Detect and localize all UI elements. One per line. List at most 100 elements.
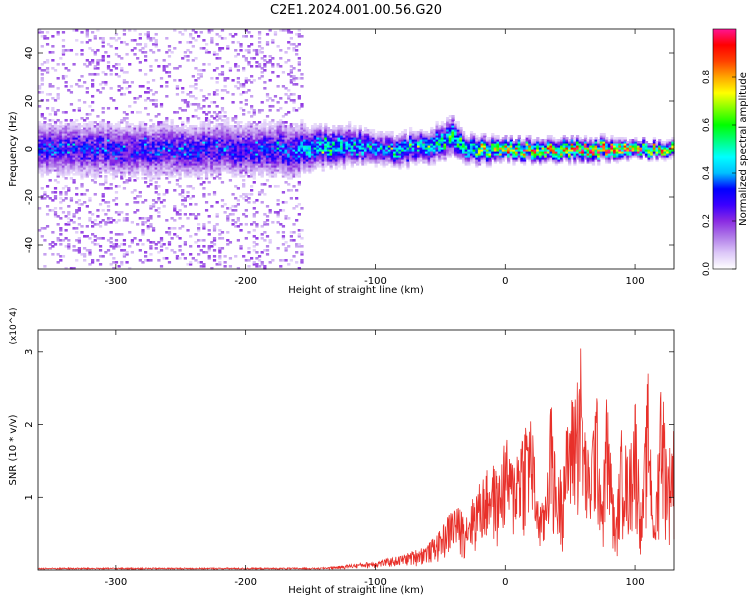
heat-cell (257, 77, 262, 80)
heat-cell (178, 133, 182, 136)
heat-cell (128, 135, 132, 138)
heat-cell (45, 167, 50, 170)
heat-cell (130, 173, 134, 176)
heat-cell (112, 247, 116, 250)
heat-cell (117, 165, 121, 168)
heat-cell (197, 143, 201, 146)
heat-cell (146, 185, 150, 188)
heat-cell (348, 121, 352, 124)
heat-cell (268, 125, 272, 128)
heat-cell (303, 141, 307, 144)
heat-cell (167, 157, 172, 160)
heat-cell (194, 143, 198, 146)
heat-cell (411, 137, 415, 140)
heat-cell (234, 157, 238, 160)
heat-cell (297, 107, 301, 110)
heat-cell (112, 219, 116, 222)
heat-cell (379, 147, 384, 150)
heat-cell (56, 133, 60, 136)
heat-cell (130, 167, 134, 170)
heat-cell (263, 167, 267, 170)
heat-cell (385, 149, 389, 152)
heat-cell (109, 139, 113, 142)
heat-cell (303, 169, 307, 172)
heat-cell (159, 157, 164, 160)
heat-cell (220, 129, 225, 132)
heat-cell (244, 147, 248, 150)
heat-cell (157, 251, 161, 254)
heat-cell (239, 153, 243, 156)
heat-cell (40, 35, 44, 38)
heat-cell (106, 169, 111, 172)
heat-cell (133, 163, 137, 166)
heat-cell (295, 49, 299, 52)
heat-cell (377, 135, 381, 138)
heat-cell (61, 149, 66, 152)
heat-cell (77, 107, 81, 110)
heat-cell (151, 37, 156, 40)
heat-cell (247, 157, 251, 160)
heat-cell (242, 137, 246, 140)
heat-cell (287, 165, 291, 168)
heat-cell (77, 109, 81, 112)
heat-cell (194, 215, 198, 218)
heat-cell (133, 169, 137, 172)
heat-cell (178, 149, 182, 152)
heat-cell (324, 153, 328, 156)
heat-cell (419, 145, 423, 148)
heat-cell (181, 253, 185, 256)
heat-cell (59, 169, 63, 172)
heat-cell (141, 151, 145, 154)
heat-cell (175, 135, 180, 138)
heat-cell (204, 135, 209, 138)
heat-cell (157, 153, 161, 156)
heat-cell (427, 161, 431, 164)
heat-cell (295, 153, 299, 156)
heat-cell (159, 265, 164, 268)
heat-cell (91, 85, 95, 88)
heat-cell (51, 35, 55, 38)
heat-cell (178, 213, 182, 216)
heat-cell (51, 59, 55, 62)
heat-cell (228, 135, 233, 138)
heat-cell (247, 123, 251, 126)
heat-cell (220, 71, 225, 74)
heat-cell (67, 125, 71, 128)
heat-cell (403, 141, 407, 144)
heat-cell (414, 159, 418, 162)
heat-cell (204, 161, 209, 164)
heat-cell (88, 147, 92, 150)
heat-cell (165, 85, 169, 88)
heat-cell (88, 133, 92, 136)
heat-cell (393, 143, 397, 146)
heat-cell (260, 137, 264, 140)
heat-cell (326, 131, 331, 134)
heat-cell (157, 127, 161, 130)
heat-cell (149, 157, 153, 160)
heat-cell (416, 153, 421, 156)
heat-cell (313, 155, 317, 158)
heat-cell (260, 47, 264, 50)
heat-cell (114, 245, 119, 248)
heat-cell (358, 139, 362, 142)
heat-cell (403, 163, 407, 166)
heat-cell (138, 147, 142, 150)
heat-cell (130, 131, 134, 134)
heat-cell (93, 173, 97, 176)
heat-cell (324, 137, 328, 140)
heat-cell (350, 165, 354, 168)
heat-cell (308, 149, 312, 152)
heat-cell (244, 29, 248, 32)
heat-cell (98, 151, 103, 154)
heat-cell (98, 175, 103, 178)
heat-cell (77, 123, 81, 126)
heat-cell (133, 237, 137, 240)
heat-cell (51, 129, 55, 132)
heat-cell (265, 155, 270, 158)
heat-cell (146, 137, 150, 140)
heat-cell (144, 73, 148, 76)
heat-cell (231, 117, 235, 120)
heat-cell (300, 123, 304, 126)
heat-cell (310, 169, 315, 172)
heat-cell (255, 237, 259, 240)
